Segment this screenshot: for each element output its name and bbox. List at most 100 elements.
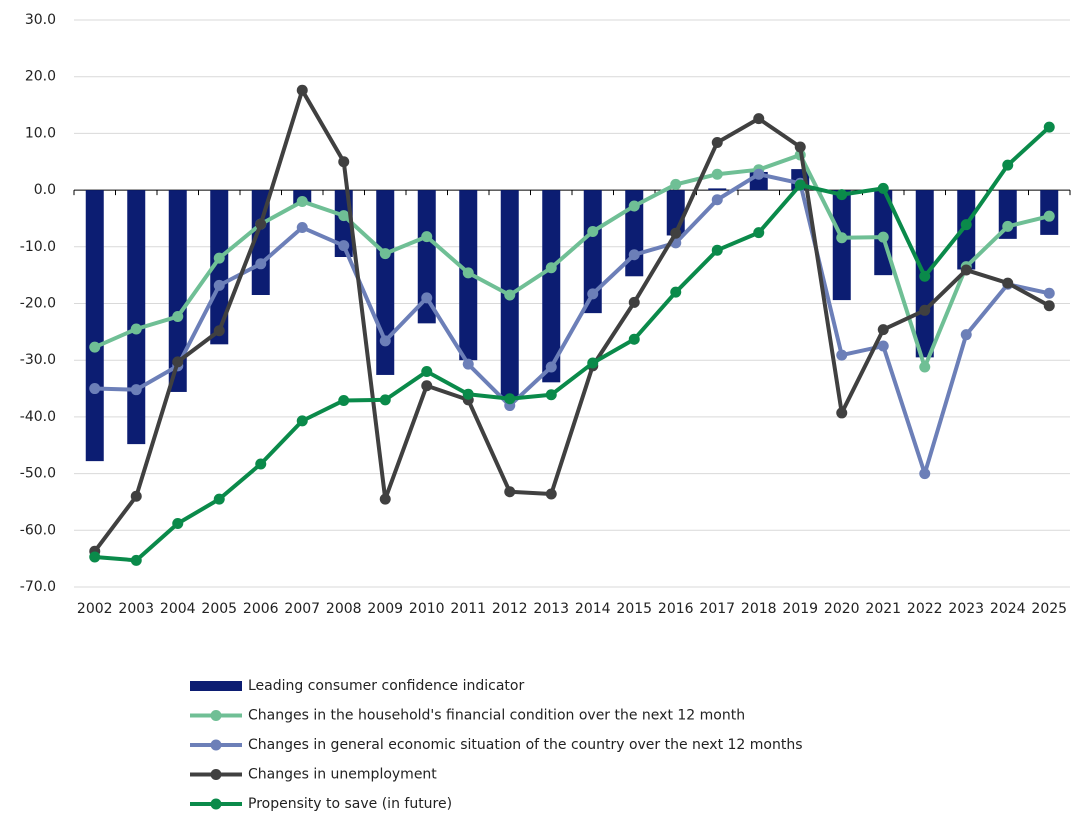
marker	[836, 189, 848, 201]
marker	[877, 231, 889, 243]
marker	[877, 340, 889, 352]
marker	[670, 178, 682, 190]
marker	[1043, 300, 1055, 312]
x-tick-label: 2003	[118, 601, 154, 617]
marker	[255, 258, 267, 270]
marker	[379, 248, 391, 260]
marker	[1043, 121, 1055, 133]
marker	[628, 333, 640, 345]
marker	[545, 361, 557, 373]
x-tick-label: 2021	[865, 601, 901, 617]
marker	[753, 168, 765, 180]
x-tick-label: 2002	[77, 601, 113, 617]
legend-marker	[210, 710, 222, 721]
marker	[338, 394, 350, 406]
marker	[89, 551, 101, 563]
marker	[338, 240, 350, 252]
marker	[545, 262, 557, 274]
marker	[711, 244, 723, 256]
marker	[919, 361, 931, 373]
y-tick-label: -50.0	[20, 466, 56, 482]
bar	[417, 190, 436, 324]
marker	[213, 252, 225, 264]
line	[94, 125, 1051, 563]
marker	[89, 341, 101, 353]
x-tick-label: 2020	[824, 601, 860, 617]
marker	[296, 415, 308, 427]
legend-swatch	[190, 681, 242, 691]
marker	[255, 458, 267, 470]
x-tick-label: 2012	[492, 601, 528, 617]
marker	[213, 493, 225, 505]
bar	[832, 190, 851, 301]
marker	[296, 84, 308, 96]
marker	[960, 264, 972, 276]
legend-marker	[210, 739, 222, 751]
marker	[711, 136, 723, 148]
marker	[338, 210, 350, 222]
marker	[670, 227, 682, 239]
line	[93, 88, 1051, 553]
x-tick-label: 2010	[409, 601, 445, 617]
marker	[421, 292, 433, 304]
x-tick-label: 2018	[741, 601, 777, 617]
bar	[583, 190, 602, 314]
marker	[462, 358, 474, 370]
legend-marker	[210, 798, 222, 810]
x-tick-label: 2005	[201, 601, 237, 617]
marker	[628, 296, 640, 308]
marker	[338, 156, 350, 168]
marker	[960, 329, 972, 341]
y-tick-label: -20.0	[20, 296, 56, 312]
marker	[421, 380, 433, 392]
marker	[1002, 277, 1014, 289]
marker	[462, 267, 474, 279]
marker	[89, 383, 101, 395]
y-tick-label: 10.0	[25, 125, 56, 141]
legend-label: Propensity to save (in future)	[248, 796, 452, 812]
marker	[379, 335, 391, 347]
legend-label: Leading consumer confidence indicator	[248, 678, 524, 694]
marker	[877, 182, 889, 194]
x-tick-label: 2014	[575, 601, 611, 617]
y-tick-label: 0.0	[34, 182, 56, 198]
x-tick-label: 2008	[326, 601, 362, 617]
x-tick-label: 2025	[1031, 601, 1067, 617]
marker	[504, 393, 516, 405]
x-tick-label: 2009	[367, 601, 403, 617]
marker	[130, 323, 142, 335]
y-tick-label: -10.0	[20, 239, 56, 255]
bar	[210, 190, 229, 345]
marker	[836, 349, 848, 361]
bar	[542, 190, 561, 383]
marker	[545, 488, 557, 500]
line	[93, 152, 1050, 370]
marker	[130, 384, 142, 396]
marker	[296, 222, 308, 234]
marker	[213, 325, 225, 337]
marker	[504, 486, 516, 498]
marker	[421, 231, 433, 243]
y-tick-label: 20.0	[25, 69, 56, 85]
marker	[296, 195, 308, 207]
bar	[127, 190, 146, 445]
marker	[877, 324, 889, 336]
x-tick-label: 2006	[243, 601, 279, 617]
marker	[379, 394, 391, 406]
y-tick-label: 30.0	[25, 12, 56, 28]
marker	[919, 304, 931, 316]
marker	[794, 179, 806, 191]
marker	[753, 113, 765, 125]
marker	[1002, 220, 1014, 232]
y-tick-label: -70.0	[20, 579, 56, 595]
y-tick-label: -60.0	[20, 522, 56, 538]
marker	[213, 279, 225, 291]
marker	[836, 407, 848, 419]
x-tick-label: 2019	[782, 601, 818, 617]
x-tick-label: 2011	[450, 601, 486, 617]
x-tick-label: 2013	[533, 601, 569, 617]
marker	[919, 468, 931, 480]
marker	[670, 286, 682, 298]
marker	[504, 289, 516, 301]
x-tick-label: 2016	[658, 601, 694, 617]
